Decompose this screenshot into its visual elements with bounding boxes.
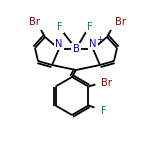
Text: B: B — [73, 44, 79, 54]
Text: F: F — [101, 105, 106, 116]
Text: ⁻: ⁻ — [79, 38, 83, 47]
Text: Br: Br — [101, 78, 112, 88]
Text: N: N — [89, 39, 97, 49]
Text: +: + — [96, 35, 102, 43]
Text: Br: Br — [29, 17, 40, 27]
Text: N: N — [55, 39, 63, 49]
Text: F: F — [87, 22, 93, 32]
Text: F: F — [57, 22, 63, 32]
Text: Br: Br — [116, 17, 126, 27]
